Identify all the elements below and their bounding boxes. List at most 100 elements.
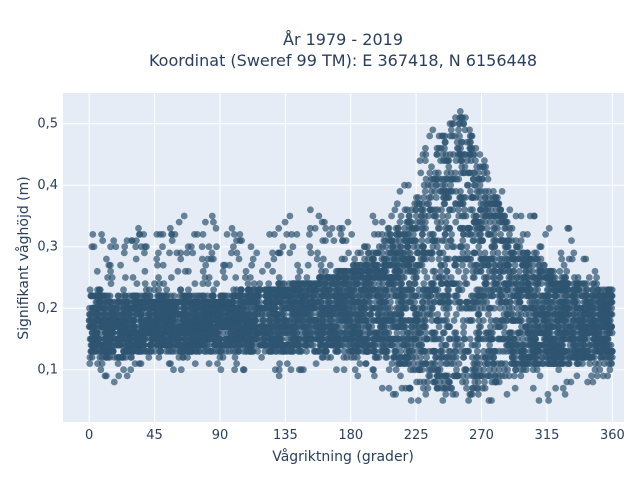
data-point <box>175 335 183 343</box>
data-point <box>347 317 354 324</box>
data-point <box>444 360 451 367</box>
data-point <box>564 292 571 300</box>
data-point <box>440 200 448 208</box>
data-point <box>468 341 476 349</box>
data-point <box>281 311 289 318</box>
data-point <box>532 317 539 324</box>
data-point <box>315 347 323 355</box>
data-point <box>514 311 522 318</box>
data-point <box>457 347 464 355</box>
data-point <box>262 292 270 300</box>
data-point <box>447 274 455 281</box>
data-point <box>491 267 499 275</box>
data-point <box>464 249 472 257</box>
data-point <box>100 311 108 318</box>
data-point <box>328 304 335 312</box>
data-point <box>466 169 473 177</box>
data-point <box>407 267 415 275</box>
data-point <box>427 206 434 214</box>
data-point <box>508 329 516 337</box>
data-point <box>413 267 421 275</box>
data-point <box>421 317 428 324</box>
data-point <box>306 323 313 331</box>
data-point <box>463 181 471 189</box>
data-point <box>556 267 564 275</box>
data-point <box>373 292 381 300</box>
data-point <box>413 317 421 324</box>
data-point <box>586 341 594 349</box>
data-point <box>382 304 390 312</box>
data-point <box>189 304 197 312</box>
data-point <box>219 329 227 337</box>
data-point <box>462 212 470 220</box>
data-point <box>516 267 523 275</box>
data-points <box>85 108 616 404</box>
data-point <box>490 304 498 312</box>
data-point <box>296 292 304 300</box>
data-point <box>447 181 454 189</box>
data-point <box>464 372 471 380</box>
data-point <box>446 378 453 386</box>
data-point <box>530 329 537 337</box>
data-point <box>448 231 455 238</box>
data-point <box>439 212 446 220</box>
data-point <box>388 360 396 367</box>
data-point <box>188 329 195 337</box>
data-point <box>390 261 398 269</box>
data-point <box>205 329 212 337</box>
data-point <box>592 341 600 349</box>
data-point <box>381 237 389 245</box>
data-point <box>380 323 388 331</box>
data-point <box>383 292 391 300</box>
data-point <box>415 286 423 294</box>
data-point <box>550 323 558 331</box>
data-point <box>119 329 127 337</box>
data-point <box>376 280 383 287</box>
data-point <box>399 341 406 349</box>
data-point <box>447 126 455 134</box>
data-point <box>394 341 402 349</box>
data-point <box>597 347 604 355</box>
data-point <box>474 341 482 349</box>
data-point <box>314 329 322 337</box>
data-point <box>353 317 361 324</box>
data-point <box>549 274 557 281</box>
data-point <box>516 249 523 257</box>
data-point <box>146 311 153 318</box>
data-point <box>444 212 452 220</box>
data-point <box>545 304 553 312</box>
data-point <box>312 317 320 324</box>
data-point <box>423 335 430 343</box>
data-point <box>486 341 493 349</box>
data-point <box>433 218 441 226</box>
data-point <box>452 292 460 300</box>
data-point <box>140 341 148 349</box>
data-point <box>397 212 405 220</box>
data-point <box>443 255 451 263</box>
data-point <box>420 206 427 214</box>
data-point <box>581 317 588 324</box>
data-point <box>439 151 447 158</box>
data-point <box>457 298 464 306</box>
data-point <box>272 347 280 355</box>
data-point <box>481 157 488 165</box>
data-point <box>563 304 571 312</box>
data-point <box>458 163 466 171</box>
data-point <box>467 188 474 195</box>
data-point <box>578 329 586 337</box>
data-point <box>350 304 357 312</box>
data-point <box>328 292 336 300</box>
data-point <box>503 255 511 263</box>
data-point <box>418 231 426 238</box>
data-point <box>98 317 106 324</box>
data-point <box>418 224 425 232</box>
data-point <box>424 181 432 189</box>
data-point <box>380 274 388 281</box>
data-point <box>422 323 429 331</box>
data-point <box>504 286 511 294</box>
data-point <box>460 274 468 281</box>
data-point <box>516 243 524 251</box>
data-point <box>485 212 492 220</box>
data-point <box>420 249 428 257</box>
data-point <box>222 347 230 355</box>
